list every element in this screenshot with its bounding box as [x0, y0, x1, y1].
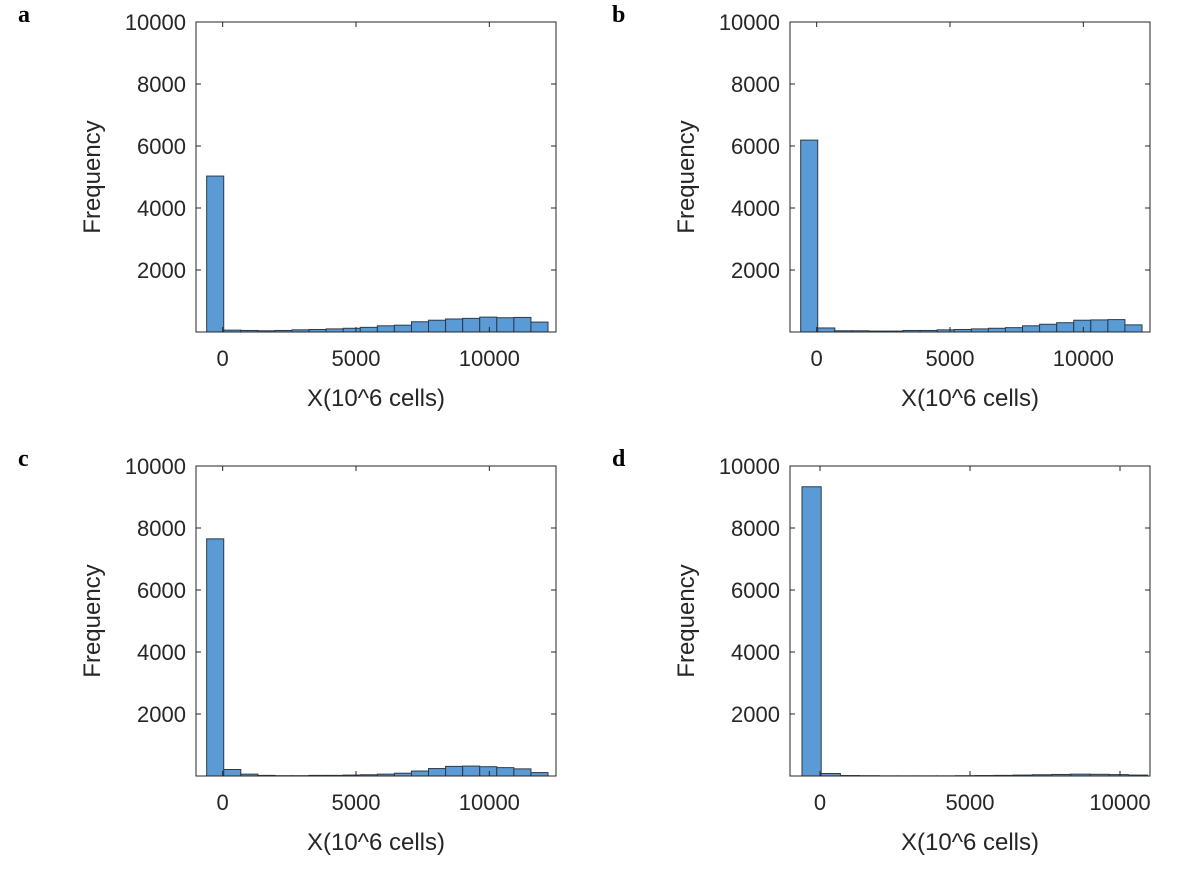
axes-box: [196, 22, 556, 332]
histogram-c: 2000 4000 6000 8000 10000 0 5000 10000 X(10^6 ce…: [0, 444, 594, 872]
x-axis-label: X(10^6 cells): [307, 829, 445, 856]
histogram-bar: [1108, 320, 1125, 332]
y-tick-label: 10000: [125, 10, 186, 35]
histogram-b: 2000 4000 6000 8000 10000 0 5000 10000 X(10^6 ce…: [594, 0, 1187, 428]
histogram-bar: [207, 176, 224, 332]
y-tick-label: 10000: [125, 454, 186, 479]
y-tick-label: 6000: [137, 578, 186, 603]
histogram-bar: [802, 487, 821, 776]
y-tick-label: 4000: [731, 196, 780, 221]
y-axis-label: Frequency: [79, 120, 106, 233]
histogram-bar: [514, 317, 531, 332]
y-tick-label: 8000: [731, 72, 780, 97]
histogram-bar: [480, 317, 497, 332]
histogram-bar: [446, 319, 463, 332]
histogram-bar: [1074, 320, 1091, 332]
histogram-bar: [463, 766, 480, 776]
histogram-bar: [429, 320, 446, 332]
histogram-bar: [411, 771, 428, 776]
x-axis-label: X(10^6 cells): [901, 829, 1039, 856]
x-axis-label: X(10^6 cells): [307, 385, 445, 412]
y-tick-label: 8000: [137, 72, 186, 97]
y-tick-label: 4000: [731, 640, 780, 665]
y-tick-label: 10000: [719, 10, 780, 35]
y-tick-label: 8000: [137, 516, 186, 541]
x-tick-label: 10000: [1053, 346, 1114, 371]
x-tick-label: 10000: [459, 346, 520, 371]
x-tick-label: 0: [217, 346, 229, 371]
x-axis-label: X(10^6 cells): [901, 385, 1039, 412]
histogram-bar: [497, 318, 514, 332]
histogram-bar: [1040, 324, 1057, 332]
x-tick-label: 10000: [1089, 790, 1150, 815]
histogram-a: 2000 4000 6000 8000 10000 0 5000 10000 X(10^6 ce…: [0, 0, 594, 428]
x-tick-label: 5000: [332, 790, 381, 815]
y-axis-label: Frequency: [673, 120, 700, 233]
histogram-bar: [1005, 328, 1022, 332]
y-tick-label: 4000: [137, 196, 186, 221]
histogram-bar: [988, 328, 1005, 332]
y-tick-label: 2000: [137, 258, 186, 283]
y-tick-label: 8000: [731, 516, 780, 541]
x-tick-label: 5000: [926, 346, 975, 371]
histogram-bar: [531, 322, 548, 332]
x-tick-label: 10000: [459, 790, 520, 815]
histogram-bar: [207, 539, 224, 776]
histogram-bar: [377, 326, 394, 332]
y-tick-label: 6000: [731, 578, 780, 603]
x-tick-label: 0: [814, 790, 826, 815]
y-axis-label: Frequency: [673, 564, 700, 677]
histogram-bar: [224, 769, 241, 776]
x-tick-label: 5000: [946, 790, 995, 815]
histogram-bar: [1091, 320, 1108, 332]
axes-box: [196, 466, 556, 776]
x-tick-label: 5000: [332, 346, 381, 371]
histogram-bar: [818, 328, 835, 332]
histogram-bar: [446, 766, 463, 776]
y-tick-label: 6000: [731, 134, 780, 159]
histogram-bar: [480, 767, 497, 776]
histogram-bar: [1057, 323, 1074, 332]
histogram-bar: [1023, 326, 1040, 332]
histogram-bar: [497, 768, 514, 776]
histogram-bar: [463, 318, 480, 332]
histogram-bar: [514, 769, 531, 776]
histogram-bar: [360, 327, 377, 332]
y-tick-label: 6000: [137, 134, 186, 159]
histogram-bar: [343, 328, 360, 332]
axes-box: [790, 466, 1150, 776]
histogram-bar: [411, 322, 428, 332]
x-tick-label: 0: [217, 790, 229, 815]
histogram-bar: [429, 769, 446, 776]
histogram-bar: [1125, 325, 1142, 332]
y-tick-label: 4000: [137, 640, 186, 665]
y-tick-label: 2000: [731, 702, 780, 727]
y-axis-label: Frequency: [79, 564, 106, 677]
y-tick-label: 2000: [137, 702, 186, 727]
axes-box: [790, 22, 1150, 332]
histogram-bar: [801, 140, 818, 332]
histogram-bar: [531, 773, 548, 776]
y-tick-label: 10000: [719, 454, 780, 479]
x-tick-label: 0: [811, 346, 823, 371]
histogram-bar: [394, 325, 411, 332]
y-tick-label: 2000: [731, 258, 780, 283]
histogram-d: 2000 4000 6000 8000 10000 0 5000 10000 X(10^6 ce…: [594, 444, 1187, 872]
